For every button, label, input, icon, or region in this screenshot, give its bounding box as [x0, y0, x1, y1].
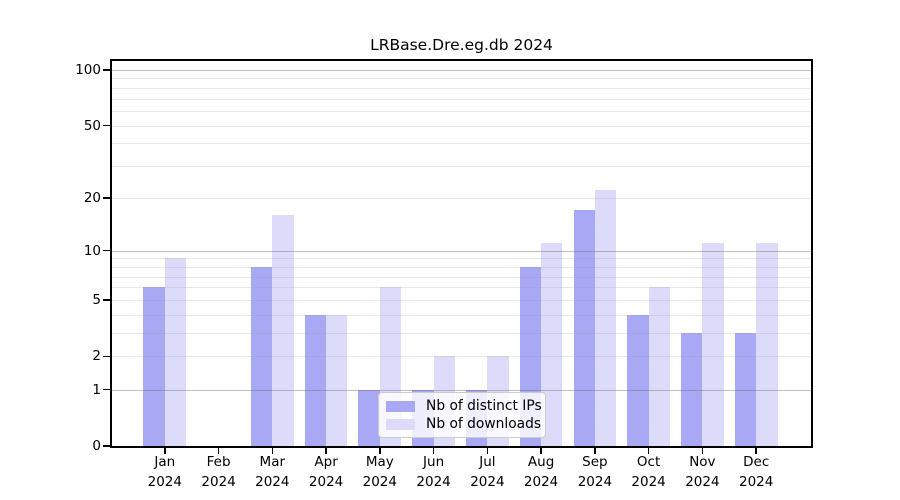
legend-label-downloads: Nb of downloads [426, 416, 542, 432]
y-tick-label-0: 0 [92, 438, 101, 454]
bar-mar-distinct-ips [250, 266, 273, 446]
y-tick-mark-20 [103, 197, 110, 199]
bar-may-distinct-ips [358, 389, 380, 446]
bar-oct-distinct-ips [627, 314, 649, 446]
y-tick-mark-0 [103, 445, 110, 447]
y-tick-mark-2 [103, 355, 110, 358]
legend-label-distinct-ips: Nb of distinct IPs [426, 398, 542, 414]
y-tick-label-20: 20 [83, 189, 101, 206]
x-tick-label-apr: Apr 2024 [308, 454, 344, 490]
gridline-minor-2 [112, 356, 811, 358]
legend: Nb of distinct IPs Nb of downloads [378, 392, 546, 438]
x-tick-mark-jul [486, 448, 489, 454]
x-tick-mark-jun [432, 448, 435, 454]
x-tick-label-oct: Oct 2024 [631, 454, 666, 490]
y-tick-label-100: 100 [75, 61, 101, 78]
bar-aug-downloads [541, 243, 563, 446]
bar-apr-distinct-ips [304, 314, 327, 446]
gridline-minor-50 [112, 125, 811, 127]
y-tick-mark-1 [103, 388, 110, 391]
x-tick-label-jun: Jun 2024 [416, 454, 451, 490]
y-tick-mark-100 [103, 69, 110, 71]
x-tick-label-feb: Feb 2024 [201, 454, 236, 490]
gridline-minor-30 [112, 166, 811, 168]
y-tick-mark-10 [103, 249, 110, 252]
x-tick-label-jan: Jan 2024 [147, 454, 182, 490]
plot-area: Nb of distinct IPs Nb of downloads [110, 59, 813, 448]
x-tick-mark-nov [701, 448, 704, 454]
y-tick-label-2: 2 [92, 348, 101, 365]
x-tick-mark-mar [271, 448, 274, 454]
gridline-minor-5 [112, 299, 811, 301]
x-tick-mark-aug [540, 448, 542, 454]
bar-dec-distinct-ips [734, 333, 757, 446]
gridline-minor-20 [112, 197, 811, 199]
x-tick-label-dec: Dec 2024 [739, 454, 774, 490]
gridline-minor-60 [112, 110, 811, 112]
gridline-minor-40 [112, 143, 811, 145]
gridline-minor-9 [112, 258, 811, 260]
x-tick-mark-dec [755, 448, 757, 454]
bar-apr-downloads [326, 314, 348, 446]
bar-nov-downloads [702, 243, 724, 446]
x-tick-mark-feb [217, 448, 220, 454]
gridline-minor-80 [112, 87, 811, 89]
gridline-major-1 [112, 389, 811, 391]
bar-mar-downloads [272, 215, 294, 446]
x-tick-label-sep: Sep 2024 [577, 454, 613, 490]
y-tick-mark-50 [103, 124, 110, 127]
y-tick-label-50: 50 [83, 117, 101, 134]
legend-swatch-downloads [386, 418, 415, 430]
bar-jan-distinct-ips [143, 287, 165, 446]
x-tick-label-aug: Aug 2024 [523, 454, 559, 490]
gridline-major-100 [112, 69, 811, 71]
x-tick-mark-sep [594, 448, 596, 454]
gridline-minor-70 [112, 98, 811, 100]
bar-jan-downloads [164, 258, 187, 446]
x-tick-label-jul: Jul 2024 [470, 454, 505, 490]
legend-item-downloads: Nb of downloads [386, 416, 541, 432]
bar-dec-downloads [756, 243, 778, 446]
x-tick-mark-may [379, 448, 381, 454]
gridline-minor-3 [112, 333, 811, 334]
x-tick-mark-apr [325, 448, 327, 454]
legend-item-distinct-ips: Nb of distinct IPs [386, 398, 542, 414]
y-tick-label-10: 10 [83, 242, 101, 259]
gridline-minor-90 [112, 78, 811, 80]
bar-nov-distinct-ips [681, 333, 703, 446]
legend-swatch-distinct-ips [386, 400, 415, 412]
y-tick-mark-5 [103, 299, 110, 301]
x-tick-label-may: May 2024 [362, 454, 397, 490]
bar-oct-downloads [648, 287, 670, 446]
y-tick-label-1: 1 [92, 381, 101, 398]
bar-sep-distinct-ips [573, 210, 595, 446]
x-tick-mark-jan [164, 448, 166, 454]
x-tick-label-nov: Nov 2024 [685, 454, 720, 490]
gridline-minor-6 [112, 287, 811, 289]
gridline-minor-7 [112, 276, 811, 278]
gridline-major-10 [112, 250, 811, 252]
x-tick-mark-oct [647, 448, 650, 454]
y-tick-label-5: 5 [92, 291, 101, 308]
bar-sep-downloads [594, 190, 617, 446]
x-tick-label-mar: Mar 2024 [255, 454, 290, 490]
chart-title: LRBase.Dre.eg.db 2024 [370, 36, 553, 54]
gridline-minor-4 [112, 314, 811, 316]
gridline-minor-8 [112, 266, 811, 268]
